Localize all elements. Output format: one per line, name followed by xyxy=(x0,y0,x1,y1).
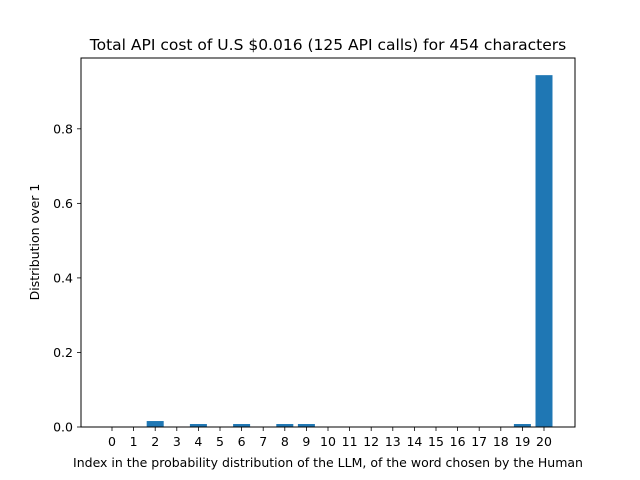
x-tick-label: 20 xyxy=(536,434,552,449)
chart-title: Total API cost of U.S $0.016 (125 API ca… xyxy=(89,36,566,54)
x-tick-label: 18 xyxy=(493,434,509,449)
x-axis: 0 1 2 3 4 5 6 7 8 9 10 11 12 13 14 15 16 17 18 19 20 xyxy=(108,427,552,449)
bars-group xyxy=(146,75,553,428)
bar-4 xyxy=(189,424,207,427)
x-tick-label: 17 xyxy=(471,434,487,449)
x-tick-label: 19 xyxy=(514,434,530,449)
x-tick-label: 12 xyxy=(363,434,379,449)
x-tick-label: 16 xyxy=(450,434,466,449)
x-tick-label: 6 xyxy=(238,434,246,449)
x-tick-label: 13 xyxy=(385,434,401,449)
x-tick-label: 3 xyxy=(173,434,181,449)
y-tick-label: 0.0 xyxy=(53,420,73,435)
y-tick-label: 0.6 xyxy=(53,196,73,211)
x-tick-label: 14 xyxy=(406,434,422,449)
x-tick-label: 0 xyxy=(108,434,116,449)
x-tick-label: 11 xyxy=(342,434,358,449)
y-tick-label: 0.4 xyxy=(53,270,73,285)
bar-19 xyxy=(513,424,531,427)
x-tick-label: 4 xyxy=(194,434,202,449)
bar-2 xyxy=(146,421,164,427)
x-tick-label: 9 xyxy=(302,434,310,449)
bar-8 xyxy=(276,424,294,427)
x-tick-label: 1 xyxy=(130,434,138,449)
y-tick-label: 0.2 xyxy=(53,345,73,360)
x-tick-label: 8 xyxy=(281,434,289,449)
plot-frame xyxy=(80,57,576,428)
x-tick-label: 5 xyxy=(216,434,224,449)
x-tick-label: 10 xyxy=(320,434,336,449)
x-axis-label: Index in the probability distribution of… xyxy=(73,455,583,470)
bar-20 xyxy=(535,75,553,428)
y-axis-label: Distribution over 1 xyxy=(27,184,42,301)
x-tick-label: 2 xyxy=(151,434,159,449)
y-tick-label: 0.8 xyxy=(53,121,73,136)
y-axis: 0.0 0.2 0.4 0.6 0.8 xyxy=(53,121,81,435)
bar-9 xyxy=(297,424,315,427)
x-tick-label: 15 xyxy=(428,434,444,449)
x-tick-label: 7 xyxy=(259,434,267,449)
bar-6 xyxy=(233,424,251,427)
